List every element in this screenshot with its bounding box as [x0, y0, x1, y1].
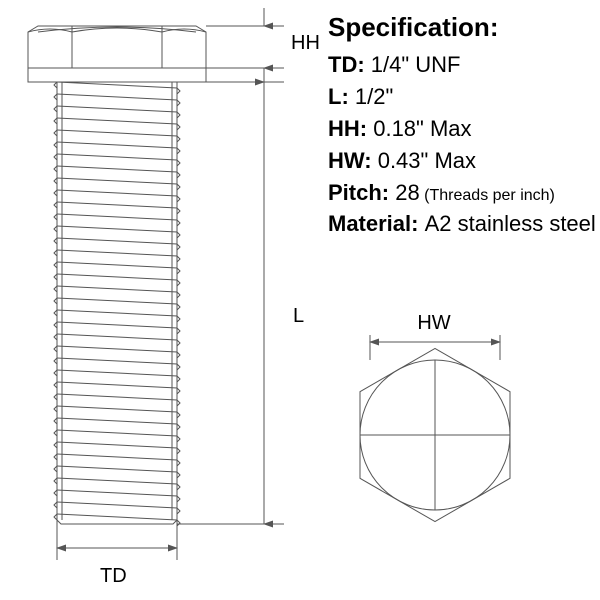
bolt-shaft — [54, 82, 180, 526]
spec-row: HH: 0.18" Max — [328, 113, 598, 145]
spec-row: HW: 0.43" Max — [328, 145, 598, 177]
dim-label-l: L — [293, 305, 304, 328]
spec-key: L: — [328, 84, 355, 109]
spec-heading: Specification: — [328, 12, 598, 43]
spec-suffix: (Threads per inch) — [420, 187, 555, 204]
dim-td — [57, 520, 177, 560]
spec-row: Pitch: 28 (Threads per inch) — [328, 177, 598, 209]
spec-row: L: 1/2" — [328, 81, 598, 113]
dim-label-hw: HW — [414, 312, 454, 335]
dim-hh — [206, 8, 284, 86]
dim-label-hh: HH — [291, 32, 320, 55]
spec-value: 0.18" Max — [373, 116, 471, 141]
spec-key: Pitch: — [328, 180, 395, 205]
bolt-head-side — [28, 26, 206, 82]
spec-value: 0.43" Max — [378, 148, 476, 173]
dim-l — [177, 82, 284, 524]
bolt-head-top-view — [360, 335, 510, 522]
page-root: HH L TD HW Specification: TD: 1/4" UNFL:… — [0, 0, 600, 600]
spec-row: Material: A2 stainless steel — [328, 208, 598, 240]
spec-key: Material: — [328, 211, 425, 236]
specification-block: Specification: TD: 1/4" UNFL: 1/2"HH: 0.… — [328, 12, 598, 240]
spec-key: HW: — [328, 148, 378, 173]
spec-value: A2 stainless steel — [425, 211, 596, 236]
spec-value: 1/2" — [355, 84, 393, 109]
spec-key: TD: — [328, 52, 371, 77]
spec-row: TD: 1/4" UNF — [328, 49, 598, 81]
spec-key: HH: — [328, 116, 373, 141]
spec-value: 1/4" UNF — [371, 52, 461, 77]
spec-value: 28 (Threads per inch) — [395, 180, 555, 205]
dim-label-td: TD — [100, 565, 127, 588]
